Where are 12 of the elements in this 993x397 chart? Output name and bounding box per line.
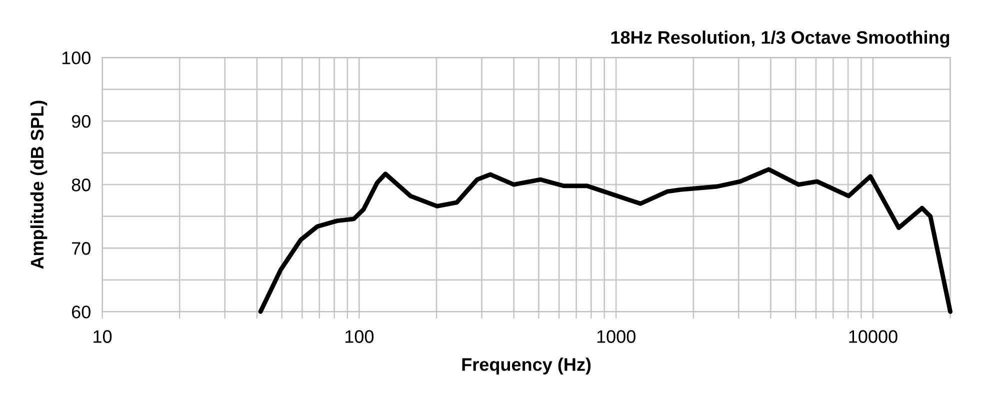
y-axis-title: Amplitude (dB SPL) [30,100,48,269]
x-tick-label: 10000 [849,330,898,343]
x-tick-label: 10 [94,330,112,343]
x-tick-label: 1000 [597,330,636,343]
x-tick-label: 100 [345,330,374,343]
y-tick-label: 90 [72,115,90,128]
chart-title: 18Hz Resolution, 1/3 Octave Smoothing [611,30,950,48]
y-tick-label: 80 [72,178,90,192]
y-tick-label: 100 [62,52,90,64]
y-tick-label: 60 [72,306,90,318]
y-tick-label: 70 [72,242,90,255]
x-axis-title: Frequency (Hz) [462,358,591,374]
